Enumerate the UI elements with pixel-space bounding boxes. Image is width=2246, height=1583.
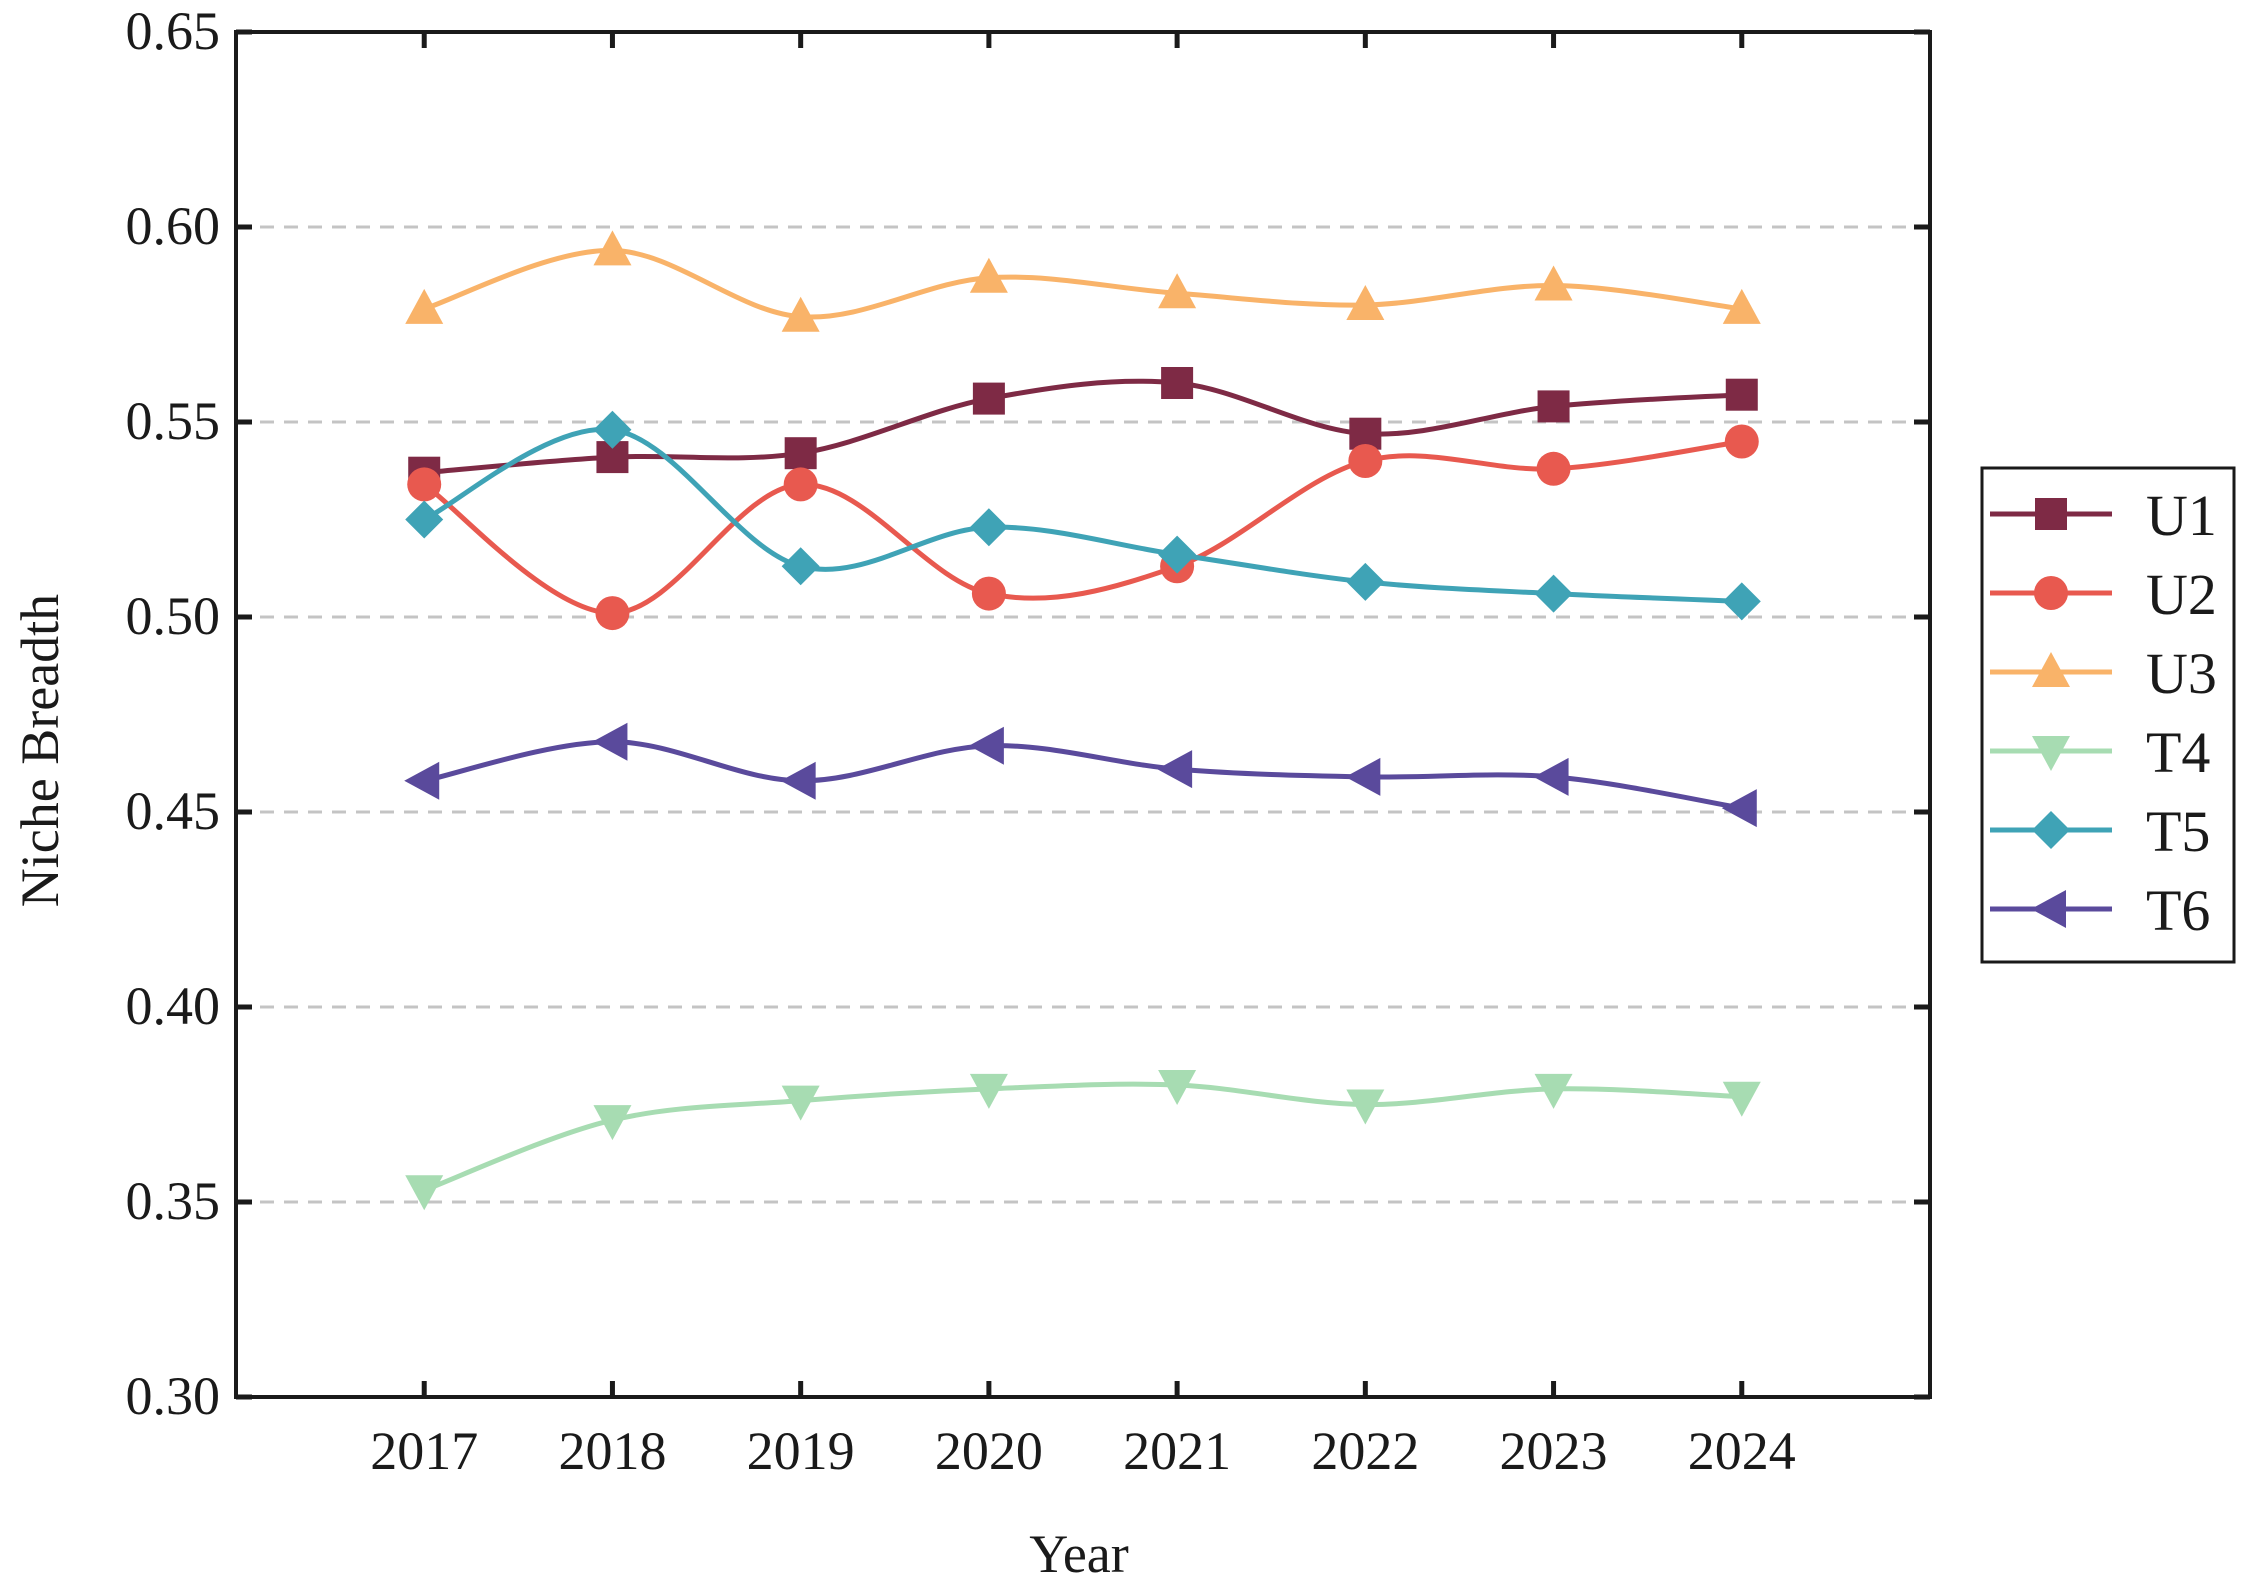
data-point-t6 <box>780 761 816 800</box>
legend-item-t6: T6 <box>1990 878 2210 943</box>
y-tick-label: 0.60 <box>126 196 221 256</box>
legend: U1 U2 U3 T4 T5 T6 <box>1980 466 2236 964</box>
x-tick-label: 2017 <box>370 1421 478 1481</box>
data-point-u1 <box>1725 378 1758 411</box>
data-point-t6 <box>1721 789 1757 828</box>
data-point-t6 <box>968 726 1004 765</box>
data-point-t6 <box>1157 750 1193 789</box>
y-tick-label: 0.65 <box>126 1 221 61</box>
data-point-t5 <box>969 508 1008 547</box>
data-point-t5 <box>593 410 632 449</box>
data-point-t5 <box>1346 562 1385 601</box>
legend-label: T5 <box>2146 799 2210 864</box>
series-line-t4 <box>423 1081 1742 1193</box>
data-point-u3 <box>593 230 632 266</box>
data-point-t6 <box>1533 757 1569 796</box>
legend-label: U2 <box>2146 562 2217 627</box>
y-tick-label: 0.55 <box>126 391 221 451</box>
data-point-u1 <box>1537 390 1570 423</box>
data-point-u3 <box>405 288 444 324</box>
legend-item-u2: U2 <box>1990 562 2217 627</box>
x-tick-label: 2020 <box>935 1421 1043 1481</box>
data-point-u2 <box>595 596 630 631</box>
legend-marker <box>2035 498 2067 530</box>
data-point-t4 <box>593 1105 632 1141</box>
data-point-u2 <box>407 467 442 502</box>
data-point-t4 <box>1158 1070 1197 1105</box>
legend-label: U3 <box>2146 641 2217 706</box>
axis-ticks: 0.30 0.35 0.40 0.45 0.50 0.55 0.60 0.65 2017 2018… <box>126 1 1930 1481</box>
y-tick-label: 0.35 <box>126 1171 221 1231</box>
series-layer <box>404 230 1761 1211</box>
x-tick-label: 2018 <box>558 1421 666 1481</box>
data-point-u2 <box>971 576 1006 611</box>
series-u3 <box>405 230 1761 332</box>
data-point-t4 <box>405 1175 444 1211</box>
series-t5 <box>405 410 1761 621</box>
data-point-t5 <box>405 500 444 539</box>
legend-item-u3: U3 <box>1990 641 2217 706</box>
data-point-u2 <box>1536 451 1571 486</box>
data-point-u3 <box>1346 285 1385 320</box>
y-tick-label: 0.40 <box>126 976 221 1036</box>
data-point-t5 <box>1534 574 1573 613</box>
legend-item-t4: T4 <box>1990 720 2210 785</box>
series-u1 <box>408 367 1758 489</box>
data-point-t5 <box>1158 535 1197 574</box>
x-tick-label: 2023 <box>1500 1421 1608 1481</box>
legend-box <box>1980 466 2236 964</box>
data-point-t4 <box>781 1085 820 1121</box>
x-tick-label: 2019 <box>747 1421 855 1481</box>
data-point-u3 <box>969 257 1008 293</box>
plot-frame <box>234 30 1932 1399</box>
data-point-t6 <box>592 722 628 761</box>
legend-label: T6 <box>2146 878 2210 943</box>
legend-marker <box>2032 652 2070 687</box>
data-point-u2 <box>783 467 818 502</box>
data-point-u3 <box>1534 265 1573 301</box>
data-point-u3 <box>1158 273 1197 309</box>
data-point-u1 <box>1161 367 1194 399</box>
data-point-u2 <box>1348 444 1383 478</box>
data-point-u1 <box>784 437 817 470</box>
y-axis-title: Niche Breadth <box>10 594 70 907</box>
x-tick-label: 2022 <box>1311 1421 1419 1481</box>
data-point-t4 <box>1534 1073 1573 1109</box>
series-line-t5 <box>423 426 1742 604</box>
grid-lines <box>236 225 1930 1204</box>
data-point-t5 <box>1722 582 1761 621</box>
legend-item-t5: T5 <box>1990 799 2210 864</box>
y-tick-label: 0.45 <box>126 781 221 841</box>
series-line-t6 <box>423 739 1743 811</box>
series-u2 <box>407 424 1759 631</box>
legend-label: T4 <box>2146 720 2210 785</box>
legend-label: U1 <box>2146 483 2217 548</box>
data-point-u2 <box>1724 424 1759 459</box>
x-axis-title: Year <box>1029 1524 1129 1583</box>
legend-marker <box>2031 890 2066 928</box>
y-tick-label: 0.30 <box>126 1366 221 1426</box>
data-point-t5 <box>781 547 820 586</box>
y-tick-label: 0.50 <box>126 586 221 646</box>
series-t4 <box>405 1070 1761 1211</box>
series-line-u1 <box>424 378 1742 476</box>
data-point-u3 <box>1722 288 1761 324</box>
legend-marker <box>2032 811 2070 849</box>
data-point-u3 <box>781 296 820 332</box>
x-tick-label: 2024 <box>1688 1421 1796 1481</box>
series-t6 <box>404 722 1757 828</box>
x-tick-label: 2021 <box>1123 1421 1231 1481</box>
legend-marker <box>2032 736 2070 771</box>
data-point-t6 <box>1345 757 1381 796</box>
data-point-t4 <box>1346 1089 1385 1125</box>
data-point-t6 <box>404 761 440 800</box>
legend-marker <box>2034 576 2068 610</box>
data-point-t4 <box>969 1073 1008 1109</box>
series-line-u3 <box>423 247 1743 320</box>
legend-item-u1: U1 <box>1990 483 2217 548</box>
data-point-t4 <box>1722 1081 1761 1117</box>
data-point-u1 <box>972 382 1005 415</box>
